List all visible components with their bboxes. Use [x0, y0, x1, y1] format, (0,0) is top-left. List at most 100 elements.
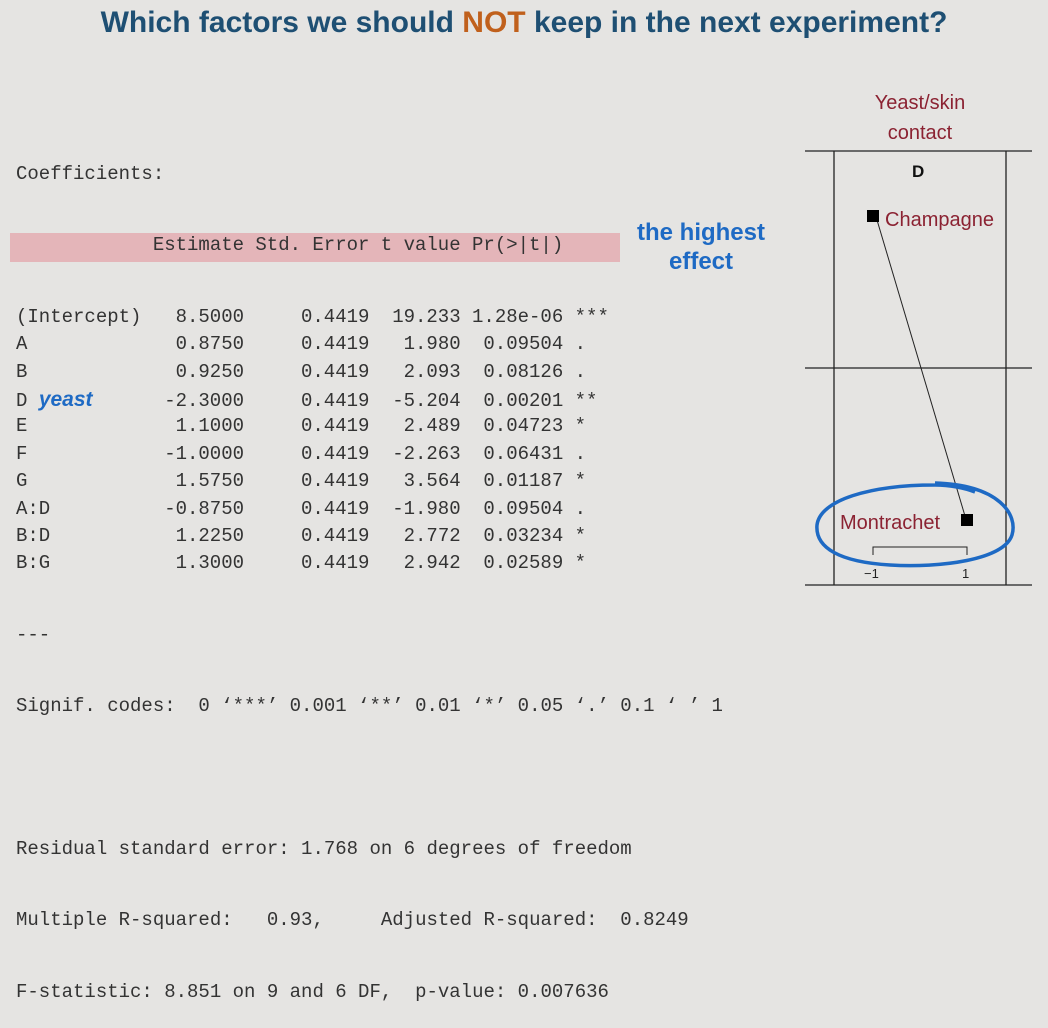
t-value-cell: 2.942	[403, 552, 461, 575]
table-row: G 1.5750 0.4419 3.564 0.01187 *	[16, 468, 723, 495]
title-text: Which factors we should	[100, 6, 463, 39]
annotation-line2: effect	[668, 248, 734, 275]
yeast-annotation: yeast	[38, 387, 93, 411]
std-error-cell: 0.4419	[301, 552, 370, 575]
interaction-diagram	[805, 150, 1032, 586]
std-error-cell: 0.4419	[301, 524, 370, 547]
diagram-title-line1: Yeast/skin	[874, 92, 966, 114]
significance-cell: *	[574, 470, 587, 493]
residual-error: Residual standard error: 1.768 on 6 degr…	[16, 837, 632, 860]
r-squared: Multiple R-squared: 0.93, Adjusted R-squ…	[16, 909, 689, 932]
table-header: Estimate Std. Error t value Pr(>|t|)	[16, 232, 723, 259]
t-value-cell: -2.263	[392, 442, 461, 465]
p-value-cell: 1.28e-06	[472, 305, 564, 328]
col-estimate: Estimate	[152, 234, 245, 257]
significance-cell: ***	[574, 305, 609, 328]
p-value-cell: 0.01187	[483, 470, 564, 493]
t-value-cell: 2.489	[403, 415, 461, 438]
row-name: A	[16, 333, 28, 356]
significance-cell: .	[574, 497, 587, 520]
highlight-row-d	[10, 233, 620, 262]
std-error-cell: 0.4419	[301, 470, 370, 493]
row-name: B	[16, 360, 28, 383]
slide-title: Which factors we should NOT keep in the …	[0, 6, 1048, 40]
table-row: E 1.1000 0.4419 2.489 0.04723 *	[16, 413, 723, 440]
champagne-label: Champagne	[885, 209, 994, 231]
p-value-cell: 0.04723	[483, 415, 564, 438]
circle-annotation	[815, 481, 1015, 568]
t-value-cell: 19.233	[392, 305, 461, 328]
estimate-cell: -2.3000	[164, 389, 245, 412]
std-error-cell: 0.4419	[301, 442, 370, 465]
estimate-cell: 1.2250	[175, 524, 245, 547]
table-row: B:G 1.3000 0.4419 2.942 0.02589 *	[16, 550, 723, 577]
col-t-value: t value	[380, 234, 461, 257]
significance-cell: *	[574, 524, 587, 547]
row-name: F	[16, 442, 28, 465]
std-error-cell: 0.4419	[301, 497, 370, 520]
estimate-cell: 1.5750	[175, 470, 245, 493]
row-name: A:D	[16, 497, 51, 520]
std-error-cell: 0.4419	[301, 415, 370, 438]
table-row: D yeast -2.3000 0.4419 -5.204 0.00201 **	[16, 386, 723, 413]
axis-high-label: 1	[962, 566, 970, 581]
p-value-cell: 0.09504	[483, 497, 564, 520]
row-name: E	[16, 415, 28, 438]
significance-cell: *	[574, 552, 587, 575]
estimate-cell: 8.5000	[175, 305, 245, 328]
estimate-cell: 0.8750	[175, 333, 245, 356]
std-error-cell: 0.4419	[301, 360, 370, 383]
row-name: B:G	[16, 552, 51, 575]
p-value-cell: 0.06431	[483, 442, 564, 465]
t-value-cell: -1.980	[392, 497, 461, 520]
significance-cell: *	[574, 415, 587, 438]
separator: ---	[16, 623, 51, 646]
axis-low-label: −1	[864, 566, 879, 581]
table-row: A 0.8750 0.4419 1.980 0.09504 .	[16, 331, 723, 358]
std-error-cell: 0.4419	[301, 305, 370, 328]
p-value-cell: 0.08126	[483, 360, 564, 383]
table-row: (Intercept) 8.5000 0.4419 19.233 1.28e-06 **…	[16, 304, 723, 331]
col-p-value: Pr(>|t|)	[472, 234, 564, 257]
estimate-cell: 1.3000	[175, 552, 245, 575]
t-value-cell: -5.204	[392, 389, 461, 412]
factor-label: D	[912, 162, 925, 181]
title-text-end: keep in the next experiment?	[525, 6, 948, 39]
diagram-title: Yeast/skin contact	[820, 88, 1020, 148]
table-row: A:D -0.8750 0.4419 -1.980 0.09504 .	[16, 496, 723, 523]
table-row: F -1.0000 0.4419 -2.263 0.06431 .	[16, 441, 723, 468]
row-name: B:D	[16, 524, 51, 547]
p-value-cell: 0.00201	[483, 389, 564, 412]
t-value-cell: 3.564	[403, 470, 461, 493]
estimate-cell: -1.0000	[164, 442, 245, 465]
p-value-cell: 0.02589	[483, 552, 564, 575]
montrachet-marker	[961, 514, 973, 526]
scale-bracket	[872, 546, 968, 555]
f-statistic: F-statistic: 8.851 on 9 and 6 DF, p-valu…	[16, 980, 609, 1003]
diagram-title-line2: contact	[887, 122, 953, 144]
significance-cell: .	[574, 442, 587, 465]
p-value-cell: 0.09504	[483, 333, 564, 356]
row-name: (Intercept)	[16, 305, 142, 328]
row-name: G	[16, 470, 28, 493]
row-name: D	[16, 389, 28, 412]
highest-effect-annotation: the highest effect	[616, 218, 786, 276]
t-value-cell: 2.772	[403, 524, 461, 547]
estimate-cell: 1.1000	[175, 415, 245, 438]
t-value-cell: 1.980	[403, 333, 461, 356]
significance-cell: .	[574, 360, 587, 383]
significance-cell: .	[574, 333, 587, 356]
effect-line	[876, 219, 966, 517]
p-value-cell: 0.03234	[483, 524, 564, 547]
std-error-cell: 0.4419	[301, 389, 370, 412]
t-value-cell: 2.093	[403, 360, 461, 383]
montrachet-label: Montrachet	[840, 512, 941, 534]
estimate-cell: 0.9250	[175, 360, 245, 383]
signif-codes: Signif. codes: 0 ‘***’ 0.001 ‘**’ 0.01 ‘…	[16, 695, 723, 718]
table-row: B 0.9250 0.4419 2.093 0.08126 .	[16, 359, 723, 386]
champagne-marker	[867, 210, 879, 222]
title-emphasis: NOT	[462, 6, 526, 39]
estimate-cell: -0.8750	[164, 497, 245, 520]
std-error-cell: 0.4419	[301, 333, 370, 356]
coefficients-heading: Coefficients:	[16, 163, 165, 185]
